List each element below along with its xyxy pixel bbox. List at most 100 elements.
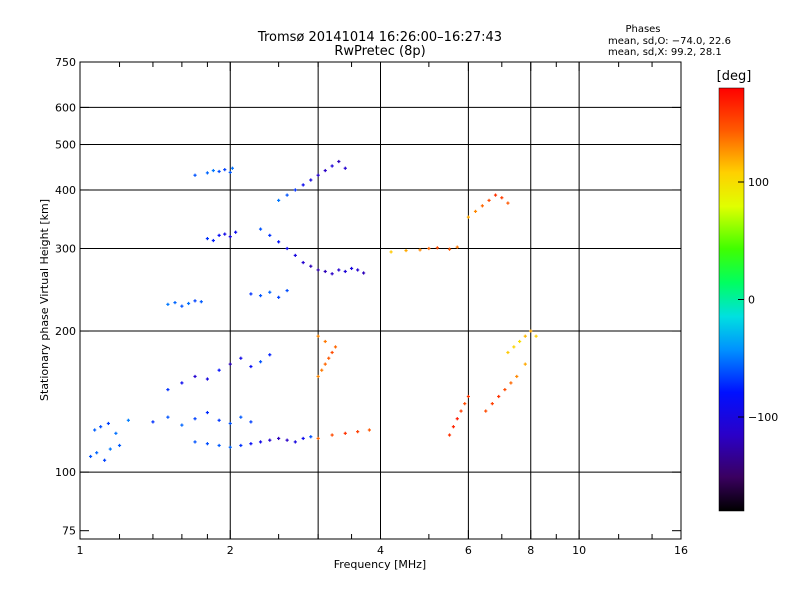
data-point (277, 295, 281, 299)
data-point (323, 269, 327, 274)
data-point (151, 420, 155, 424)
data-point (193, 417, 197, 421)
data-point (228, 235, 232, 239)
data-point (518, 339, 522, 344)
data-point (193, 173, 197, 177)
data-point (268, 438, 272, 442)
data-point (515, 374, 519, 379)
data-point (301, 183, 305, 187)
chart-title: Tromsø 20141014 16:26:00–16:27:43 (257, 30, 502, 45)
data-points (88, 159, 538, 462)
data-point (239, 443, 243, 448)
data-point (534, 334, 538, 338)
data-point (249, 292, 253, 296)
data-point (330, 433, 334, 437)
y-axis-label: Stationary phase Virtual Height [km] (38, 199, 51, 401)
data-point (447, 247, 452, 251)
data-point (228, 362, 232, 366)
data-point (480, 204, 484, 208)
data-point (193, 299, 197, 303)
data-point (211, 168, 215, 173)
data-point (309, 264, 313, 268)
data-point (463, 402, 467, 406)
data-point (258, 360, 263, 364)
y-tick-label: 500 (55, 139, 76, 152)
data-point (451, 425, 456, 429)
data-point (529, 329, 533, 333)
data-point (418, 248, 422, 252)
data-point (459, 409, 463, 413)
data-point (330, 272, 334, 276)
data-point (277, 436, 281, 441)
data-point (333, 345, 338, 349)
data-point (389, 250, 393, 254)
data-point (166, 415, 170, 419)
y-tick-label: 750 (55, 56, 76, 69)
x-tick-label: 6 (465, 544, 472, 557)
data-point (126, 418, 130, 422)
data-point (493, 193, 498, 197)
y-tick-label: 200 (55, 325, 76, 338)
data-point (523, 334, 527, 338)
colorbar-ticks: 100 0 −100 (738, 176, 778, 424)
data-point (356, 268, 360, 272)
data-point (455, 245, 459, 249)
data-point (239, 356, 243, 360)
x-axis-label: Frequency [MHz] (334, 558, 426, 571)
data-point (404, 248, 408, 253)
data-point (114, 431, 118, 435)
data-point (108, 447, 112, 451)
data-point (106, 421, 111, 426)
data-point (285, 438, 289, 442)
data-point (356, 430, 360, 434)
x-tick-label: 1 (77, 544, 84, 557)
data-point (309, 435, 313, 439)
stats-x: mean, sd,X: 99.2, 28.1 (608, 47, 722, 58)
x-axis: 1 2 4 6 8 10 16 (77, 62, 688, 557)
data-point (223, 168, 227, 172)
data-point (285, 193, 289, 197)
data-point (166, 302, 170, 306)
y-tick-label: 300 (55, 243, 76, 256)
data-point (316, 173, 320, 177)
data-point (268, 290, 272, 294)
data-point (435, 246, 439, 250)
data-point (523, 362, 527, 366)
data-point (343, 431, 347, 435)
colorbar-tick-label: 100 (748, 176, 769, 189)
data-point (186, 301, 191, 306)
data-point (230, 166, 235, 170)
data-point (327, 356, 331, 360)
y-tick-label: 400 (55, 184, 76, 197)
data-point (497, 394, 501, 399)
data-point (205, 236, 210, 241)
data-point (316, 334, 320, 338)
data-point (362, 271, 366, 275)
data-point (211, 238, 215, 243)
data-point (490, 402, 494, 406)
data-point (293, 188, 297, 192)
data-point (228, 170, 232, 175)
data-point (301, 436, 305, 441)
data-point (473, 209, 478, 213)
data-point (180, 423, 184, 427)
data-point (258, 440, 263, 444)
data-point (349, 266, 354, 271)
data-point (323, 339, 327, 344)
data-point (217, 368, 221, 372)
stats-o: mean, sd,O: −74.0, 22.6 (608, 36, 731, 47)
data-point (205, 410, 210, 415)
data-point (88, 454, 93, 459)
data-point (228, 421, 232, 426)
data-point (180, 304, 184, 308)
data-point (277, 198, 281, 202)
data-point (343, 166, 347, 170)
data-point (506, 350, 510, 355)
data-point (258, 227, 263, 231)
data-point (484, 409, 488, 413)
data-point (427, 246, 431, 251)
y-tick-label: 600 (55, 101, 76, 114)
data-point (512, 345, 516, 349)
